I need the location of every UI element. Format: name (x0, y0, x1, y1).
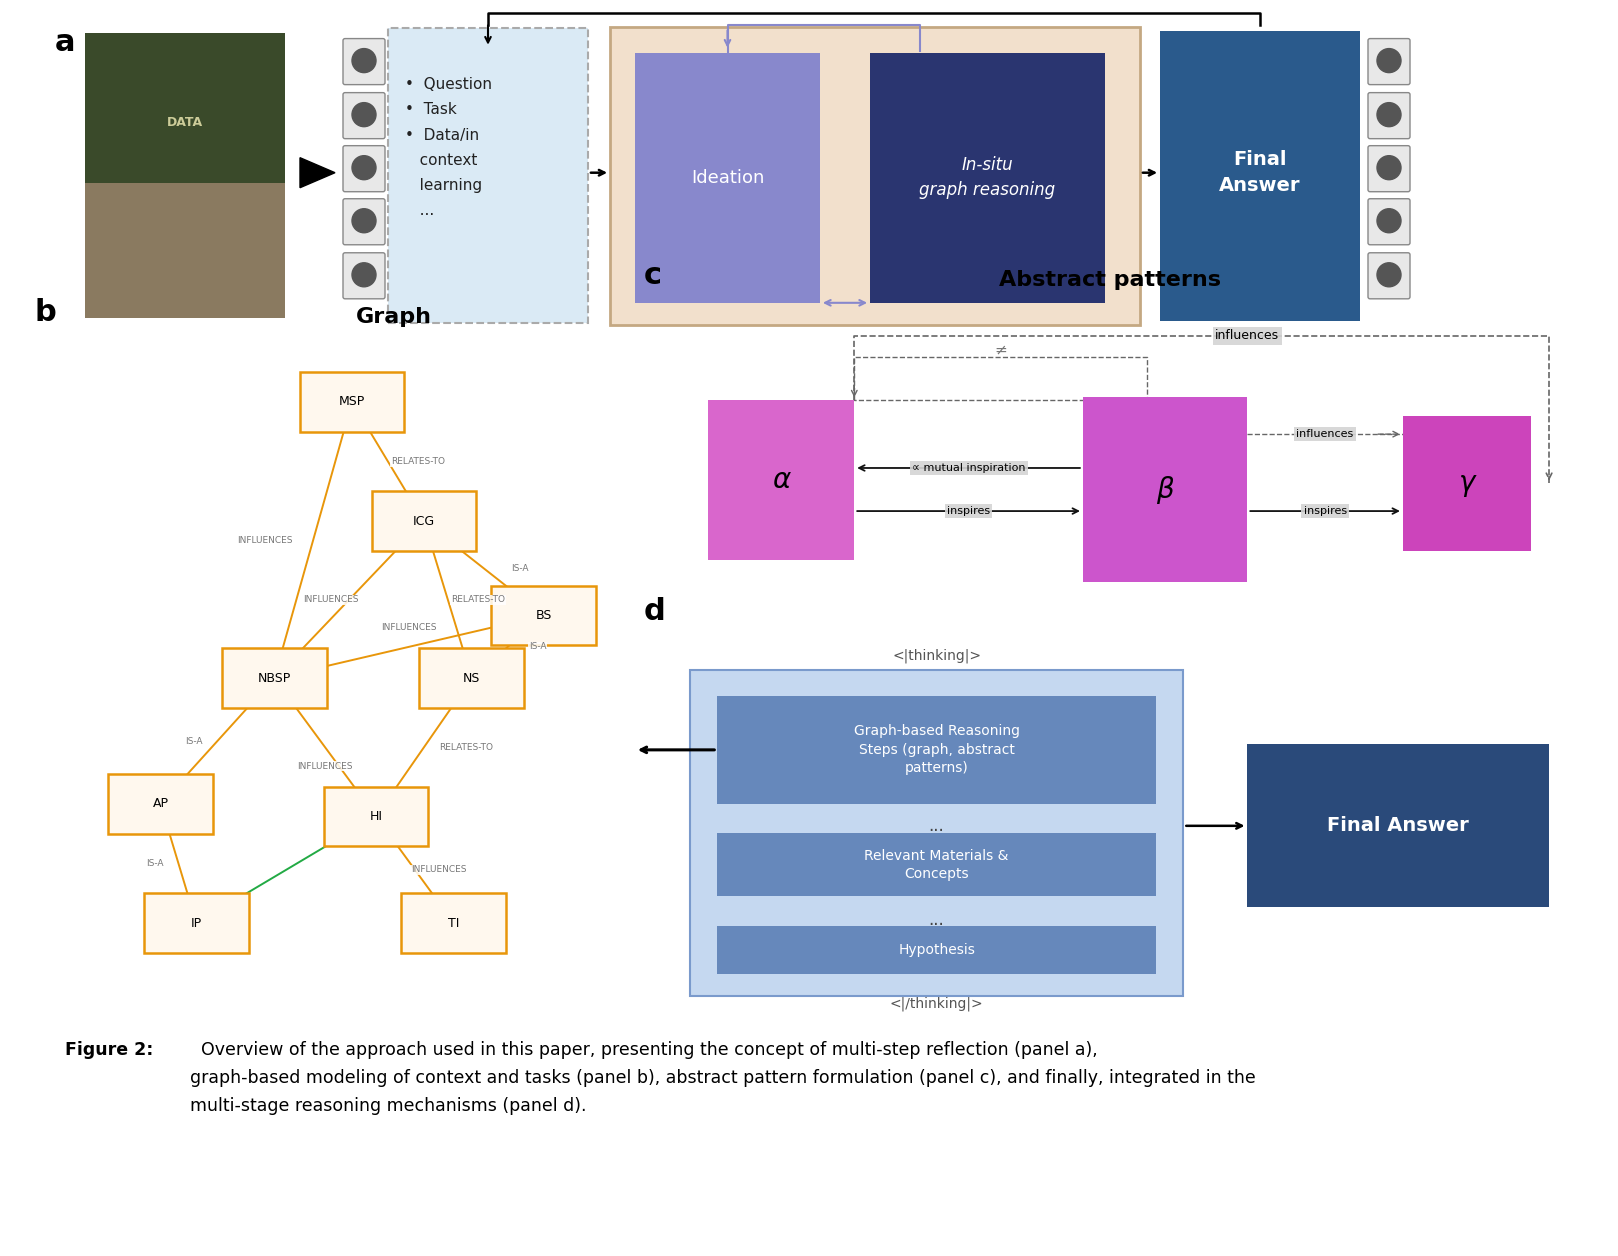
Text: BS: BS (536, 609, 552, 622)
Text: Final Answer: Final Answer (1327, 816, 1469, 835)
FancyBboxPatch shape (343, 146, 385, 192)
FancyBboxPatch shape (689, 671, 1183, 996)
Text: β: β (1157, 476, 1175, 504)
Text: AP: AP (152, 798, 168, 810)
FancyBboxPatch shape (388, 28, 587, 323)
Text: inspires: inspires (1304, 506, 1346, 516)
FancyBboxPatch shape (1367, 198, 1409, 245)
Text: RELATES-TO: RELATES-TO (451, 595, 505, 604)
Text: Overview of the approach used in this paper, presenting the concept of multi-ste: Overview of the approach used in this pa… (189, 1041, 1256, 1115)
Text: d: d (644, 597, 665, 625)
FancyBboxPatch shape (108, 774, 214, 834)
Text: Graph: Graph (356, 306, 432, 327)
Circle shape (353, 49, 375, 73)
Circle shape (1377, 208, 1401, 232)
Text: ...: ... (929, 816, 945, 835)
Text: IP: IP (191, 917, 202, 929)
FancyBboxPatch shape (372, 491, 476, 551)
Text: INFLUENCES: INFLUENCES (382, 623, 437, 633)
Text: Relevant Materials &
Concepts: Relevant Materials & Concepts (864, 849, 1008, 880)
FancyBboxPatch shape (492, 585, 595, 646)
FancyBboxPatch shape (86, 182, 285, 318)
Circle shape (353, 103, 375, 127)
Polygon shape (299, 158, 335, 187)
FancyBboxPatch shape (1367, 146, 1409, 192)
Text: RELATES-TO: RELATES-TO (438, 742, 493, 752)
Text: NS: NS (463, 672, 481, 685)
Text: <|thinking|>: <|thinking|> (892, 648, 981, 663)
FancyBboxPatch shape (1403, 416, 1531, 551)
Text: c: c (644, 260, 662, 289)
Text: IS-A: IS-A (529, 642, 547, 652)
FancyBboxPatch shape (86, 33, 285, 318)
FancyBboxPatch shape (1367, 252, 1409, 299)
Text: IS-A: IS-A (184, 736, 202, 746)
FancyBboxPatch shape (1367, 39, 1409, 84)
FancyBboxPatch shape (717, 696, 1155, 804)
FancyBboxPatch shape (1247, 745, 1548, 907)
FancyBboxPatch shape (222, 648, 327, 708)
Text: Figure 2:: Figure 2: (65, 1041, 154, 1059)
Circle shape (1377, 103, 1401, 127)
FancyBboxPatch shape (343, 252, 385, 299)
FancyBboxPatch shape (343, 198, 385, 245)
FancyBboxPatch shape (1367, 93, 1409, 138)
Text: influences: influences (1296, 430, 1354, 440)
Circle shape (1377, 263, 1401, 286)
FancyBboxPatch shape (634, 53, 820, 303)
Text: NBSP: NBSP (257, 672, 291, 685)
Text: influences: influences (1215, 329, 1280, 342)
Text: IS-A: IS-A (511, 564, 529, 573)
Text: Ideation: Ideation (691, 168, 764, 187)
FancyBboxPatch shape (717, 926, 1155, 975)
Text: TI: TI (448, 917, 460, 929)
Circle shape (1377, 156, 1401, 180)
Text: Final
Answer: Final Answer (1220, 149, 1301, 196)
Text: INFLUENCES: INFLUENCES (238, 535, 293, 545)
Text: inspires: inspires (947, 506, 990, 516)
Text: INFLUENCES: INFLUENCES (298, 761, 353, 771)
Text: •  Question
•  Task
•  Data/in
   context
   learning
   ...: • Question • Task • Data/in context lear… (404, 77, 492, 219)
FancyBboxPatch shape (401, 893, 506, 953)
Text: IS-A: IS-A (146, 859, 163, 868)
Circle shape (353, 208, 375, 232)
FancyBboxPatch shape (709, 401, 854, 560)
Circle shape (1377, 49, 1401, 73)
FancyBboxPatch shape (610, 26, 1141, 325)
Text: RELATES-TO: RELATES-TO (392, 457, 445, 466)
FancyBboxPatch shape (299, 372, 404, 432)
Text: ∝ mutual inspiration: ∝ mutual inspiration (913, 463, 1026, 474)
FancyBboxPatch shape (324, 786, 429, 847)
Text: α: α (772, 466, 790, 495)
Circle shape (353, 263, 375, 286)
FancyBboxPatch shape (343, 93, 385, 138)
FancyBboxPatch shape (1160, 30, 1361, 320)
FancyBboxPatch shape (717, 833, 1155, 897)
FancyBboxPatch shape (419, 648, 524, 708)
Text: In-situ
graph reasoning: In-situ graph reasoning (919, 156, 1055, 200)
FancyBboxPatch shape (1082, 397, 1247, 582)
FancyBboxPatch shape (144, 893, 249, 953)
Text: Abstract patterns: Abstract patterns (1000, 270, 1222, 289)
Text: ...: ... (929, 912, 945, 929)
Text: b: b (36, 298, 57, 327)
Text: INFLUENCES: INFLUENCES (411, 865, 466, 874)
Circle shape (353, 156, 375, 180)
FancyBboxPatch shape (86, 33, 285, 182)
Text: HI: HI (369, 810, 382, 823)
FancyBboxPatch shape (870, 53, 1105, 303)
Text: a: a (55, 28, 76, 57)
Text: Hypothesis: Hypothesis (898, 943, 976, 957)
Text: INFLUENCES: INFLUENCES (303, 595, 359, 604)
Text: MSP: MSP (338, 396, 366, 408)
Text: ICG: ICG (413, 515, 435, 528)
Text: <|/thinking|>: <|/thinking|> (890, 996, 984, 1011)
Text: γ: γ (1458, 470, 1476, 497)
FancyBboxPatch shape (343, 39, 385, 84)
Text: DATA: DATA (167, 116, 204, 129)
Text: ≠: ≠ (993, 342, 1006, 357)
Text: Graph-based Reasoning
Steps (graph, abstract
patterns): Graph-based Reasoning Steps (graph, abst… (854, 725, 1019, 775)
